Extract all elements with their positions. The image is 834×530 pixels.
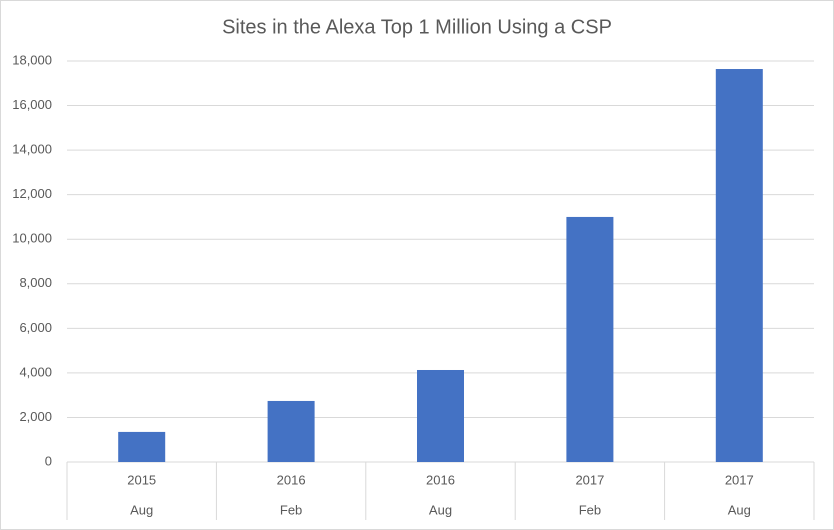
x-tick-label-month: Aug: [728, 502, 751, 517]
y-tick-label: 18,000: [12, 52, 52, 67]
bar: [417, 369, 464, 462]
x-tick-label-year: 2015: [127, 472, 156, 487]
x-tick-label-month: Feb: [579, 502, 601, 517]
x-tick-label-month: Feb: [280, 502, 302, 517]
x-tick-label-year: 2016: [277, 472, 306, 487]
y-tick-label: 14,000: [12, 142, 52, 157]
x-tick-label-year: 2017: [575, 472, 604, 487]
bar: [267, 400, 315, 462]
bar: [118, 431, 166, 462]
y-tick-label: 4,000: [19, 364, 52, 379]
x-tick-label-month: Aug: [429, 502, 452, 517]
bar: [715, 69, 763, 463]
chart-title: Sites in the Alexa Top 1 Million Using a…: [222, 16, 612, 38]
y-tick-label: 0: [45, 453, 52, 468]
x-tick-label-month: Aug: [130, 502, 153, 517]
y-tick-label: 12,000: [12, 186, 52, 201]
y-tick-label: 16,000: [12, 97, 52, 112]
y-tick-label: 8,000: [19, 275, 52, 290]
y-tick-label: 10,000: [12, 231, 52, 246]
x-tick-label-year: 2016: [426, 472, 455, 487]
x-tick-label-year: 2017: [725, 472, 754, 487]
y-tick-label: 2,000: [19, 409, 52, 424]
y-tick-label: 6,000: [19, 320, 52, 335]
bar: [566, 216, 614, 462]
